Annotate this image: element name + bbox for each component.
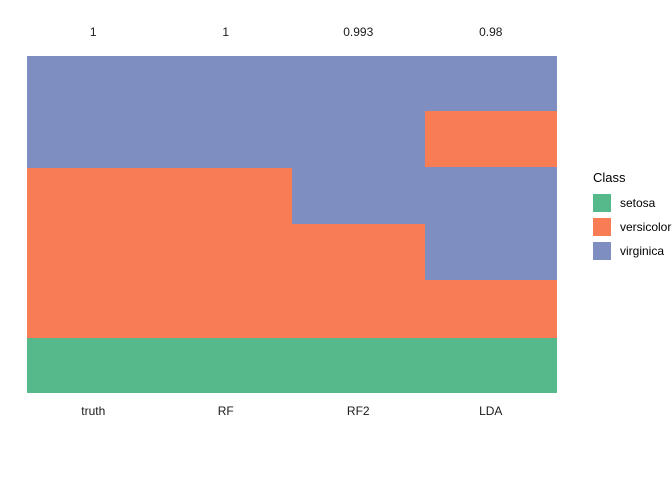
legend-label-virginica: virginica [620, 244, 665, 258]
segment-setosa [292, 337, 425, 393]
segment-setosa [424, 337, 557, 393]
x-axis-label-rf2: RF2 [346, 404, 370, 418]
accuracy-label-rf: 1 [222, 25, 230, 39]
legend-label-setosa: setosa [620, 196, 656, 210]
setosa-swatch-icon [593, 194, 611, 212]
x-axis-label-rf: RF [217, 404, 234, 418]
segment-setosa [159, 337, 292, 393]
legend: Class setosa versicolor virginica [593, 170, 671, 266]
segment-versicolor [424, 111, 557, 168]
plot-panel [27, 56, 557, 393]
segment-virginica [292, 56, 425, 224]
column-RF [159, 56, 292, 393]
column-RF2 [292, 56, 425, 393]
x-axis-label-lda: LDA [479, 404, 503, 418]
segment-setosa [27, 337, 160, 393]
x-axis-label-truth: truth [81, 404, 106, 418]
virginica-swatch-icon [593, 242, 611, 260]
segment-versicolor [159, 167, 292, 338]
segment-virginica [159, 56, 292, 168]
column-LDA [424, 56, 557, 393]
legend-item-versicolor: versicolor [593, 218, 671, 236]
column-truth [27, 56, 160, 393]
x-axis-labels-row: truth RF RF2 LDA [27, 403, 557, 419]
legend-title: Class [593, 170, 626, 185]
accuracy-labels-row: 1 1 0.993 0.98 [27, 24, 557, 40]
accuracy-label-rf2: 0.993 [343, 25, 374, 39]
legend-item-setosa: setosa [593, 194, 671, 212]
legend-label-versicolor: versicolor [620, 220, 672, 234]
segment-versicolor [424, 280, 557, 338]
segment-virginica [424, 167, 557, 281]
versicolor-swatch-icon [593, 218, 611, 236]
segment-versicolor [292, 223, 425, 338]
segment-virginica [27, 56, 160, 168]
legend-item-virginica: virginica [593, 242, 671, 260]
accuracy-label-lda: 0.98 [479, 25, 503, 39]
segment-versicolor [27, 167, 160, 338]
accuracy-label-truth: 1 [89, 25, 97, 39]
segment-virginica [424, 56, 557, 112]
